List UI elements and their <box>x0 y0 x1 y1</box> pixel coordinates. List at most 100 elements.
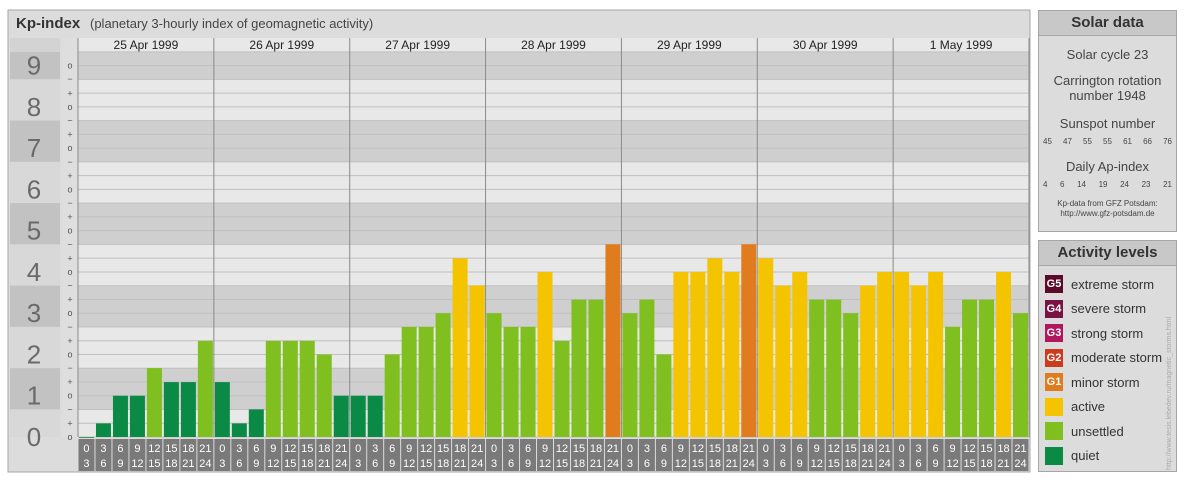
x-interval-end: 6 <box>780 458 786 470</box>
legend-item: unsettled <box>1039 419 1176 444</box>
x-interval-cell <box>520 439 537 471</box>
x-interval-cell <box>231 439 248 471</box>
x-interval-start: 0 <box>763 443 769 455</box>
x-interval-end: 6 <box>508 458 514 470</box>
kp-bar <box>248 409 264 437</box>
kp-bar <box>979 299 995 437</box>
x-interval-start: 12 <box>963 443 975 455</box>
y-minor-label: o <box>67 391 72 401</box>
kp-bar <box>163 382 179 437</box>
x-interval-cell <box>129 439 146 471</box>
x-interval-end: 24 <box>607 458 619 470</box>
ap-index-number: 19 <box>1098 180 1108 189</box>
x-interval-end: 21 <box>182 458 194 470</box>
x-interval-end: 12 <box>539 458 551 470</box>
legend-item: G2 moderate storm <box>1039 346 1176 371</box>
x-interval-cell <box>723 439 740 471</box>
legend-label: severe storm <box>1071 301 1147 317</box>
kp-bar <box>707 258 723 437</box>
kp-bar <box>214 382 230 437</box>
x-interval-start: 18 <box>182 443 194 455</box>
kp-bar <box>588 299 604 437</box>
y-minor-label: − <box>67 74 72 84</box>
y-major-label: 9 <box>27 51 41 81</box>
x-interval-start: 9 <box>542 443 548 455</box>
kp-bar <box>129 395 145 437</box>
x-interval-end: 15 <box>284 458 296 470</box>
x-interval-end: 15 <box>963 458 975 470</box>
legend-swatch: G4 <box>1045 299 1063 318</box>
x-interval-end: 15 <box>556 458 568 470</box>
kp-bar <box>690 271 706 437</box>
x-interval-cell <box>265 439 282 471</box>
x-interval-cell <box>537 439 553 471</box>
x-interval-end: 21 <box>454 458 466 470</box>
x-interval-start: 21 <box>471 443 483 455</box>
day-label: 27 Apr 1999 <box>385 38 450 52</box>
plot-bands <box>10 38 1029 437</box>
legend-item: G5 extreme storm <box>1039 272 1176 297</box>
legend-label: unsettled <box>1071 423 1124 439</box>
sunspot-title: Sunspot number <box>1059 116 1156 131</box>
ap-index-number: 21 <box>1163 180 1172 189</box>
y-minor-label: o <box>67 102 72 112</box>
x-interval-end: 3 <box>627 458 633 470</box>
kp-bar <box>605 244 621 437</box>
x-interval-start: 18 <box>997 443 1009 455</box>
y-minor-label: + <box>67 418 72 428</box>
x-interval-end: 18 <box>573 458 585 470</box>
kp-bar <box>928 271 944 437</box>
x-interval-cell <box>503 439 520 471</box>
x-interval-cell <box>282 439 299 471</box>
x-interval-cell <box>486 439 503 471</box>
day-label: 25 Apr 1999 <box>114 38 179 52</box>
legend-item: G1 minor storm <box>1039 370 1176 395</box>
x-interval-cell <box>1012 439 1029 471</box>
kp-bar <box>877 271 893 437</box>
x-interval-cell <box>774 439 791 471</box>
kp-bar <box>180 382 196 437</box>
axis-band-5 <box>10 203 60 245</box>
sunspot-number: 61 <box>1123 137 1132 146</box>
y-minor-label: o <box>67 267 72 277</box>
x-interval-start: 18 <box>590 443 602 455</box>
x-interval-end: 12 <box>403 458 415 470</box>
kp-bar <box>673 271 689 437</box>
y-minor-label: o <box>67 432 72 442</box>
minor-tick-strip <box>62 38 78 437</box>
y-minor-label: − <box>67 157 72 167</box>
x-interval-start: 12 <box>148 443 160 455</box>
kp-bar <box>656 354 672 437</box>
x-interval-start: 3 <box>780 443 786 455</box>
legend-item: active <box>1039 395 1176 420</box>
y-minor-label: o <box>67 308 72 318</box>
ap-index-title: Daily Ap-index <box>1065 159 1150 174</box>
x-interval-start: 15 <box>301 443 313 455</box>
axis-band-7 <box>10 120 60 162</box>
data-source-line-2: http://www.gfz-potsdam.de <box>1060 209 1155 218</box>
axis-band-8 <box>10 79 60 121</box>
x-interval-start: 15 <box>709 443 721 455</box>
kp-bar <box>231 423 247 437</box>
legend-label: active <box>1071 399 1105 415</box>
kp-bar <box>265 340 281 437</box>
x-interval-cell <box>927 439 944 471</box>
kp-bar <box>911 285 927 437</box>
x-interval-end: 21 <box>318 458 330 470</box>
x-interval-start: 18 <box>318 443 330 455</box>
ap-index-number: 14 <box>1077 180 1086 189</box>
axis-band-3 <box>10 285 60 327</box>
legend-label: quiet <box>1071 448 1100 464</box>
solar-cycle-text: Solar cycle 23 <box>1066 47 1149 62</box>
kp-bar <box>452 258 468 437</box>
y-major-label: 2 <box>27 339 41 369</box>
kp-bar <box>860 285 876 437</box>
x-interval-cell <box>95 439 112 471</box>
x-interval-cell <box>825 439 842 471</box>
kp-bar <box>469 285 485 437</box>
x-interval-end: 6 <box>100 458 106 470</box>
x-interval-cell <box>180 439 197 471</box>
x-interval-start: 9 <box>814 443 820 455</box>
y-axis-labels: 0 o +1 o + − 2 o + − 3 o + − 4 o + − 5 o + − 6 o + − 7 o + − 8 o + − 9 o − <box>27 51 73 452</box>
x-interval-end: 24 <box>1014 458 1026 470</box>
